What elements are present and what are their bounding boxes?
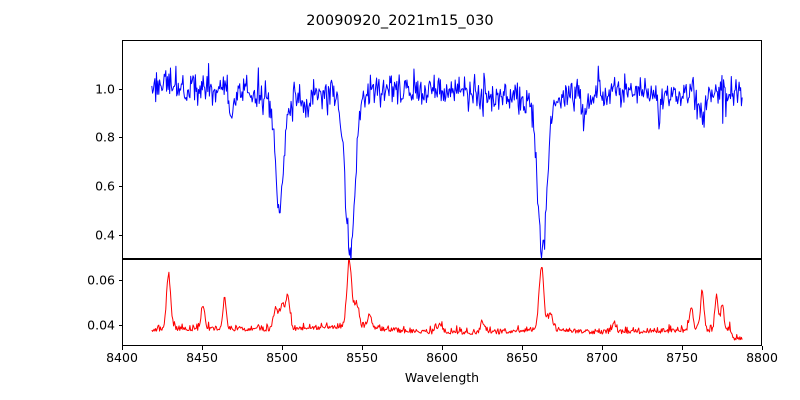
error-y-tick-mark (118, 279, 122, 281)
x-tick-label: 8600 (426, 350, 458, 365)
x-tick-label: 8450 (186, 350, 218, 365)
spectrum-y-tick-mark (118, 186, 122, 187)
x-tick-label: 8500 (266, 350, 298, 365)
x-tick-mark (282, 346, 283, 350)
spectrum-y-tick-mark (118, 234, 122, 236)
x-tick-mark (362, 346, 363, 350)
spectrum-line-series (151, 62, 743, 260)
spectrum-y-tick-label: 1.0 (95, 81, 115, 97)
page-title: 20090920_2021m15_030 (306, 13, 494, 29)
x-tick-label: 8700 (586, 350, 618, 365)
x-tick-label: 8550 (346, 350, 378, 365)
spectrum-y-tick-label: 0.4 (95, 227, 115, 243)
x-tick-mark (602, 346, 603, 350)
spectrum-y-tick-label: 0.8 (95, 129, 115, 145)
x-tick-label: 8400 (106, 350, 138, 365)
error-trace (151, 260, 743, 341)
spectrum-y-tick-mark (118, 137, 122, 139)
x-tick-label: 8800 (746, 350, 778, 365)
error-y-tick-mark (118, 325, 122, 327)
x-tick-mark (122, 346, 123, 350)
x-tick-mark (522, 346, 523, 350)
x-tick-mark (682, 346, 683, 350)
x-tick-mark (442, 346, 443, 350)
error-panel (122, 259, 762, 346)
error-y-tick-label: 0.04 (87, 317, 115, 333)
error-line-series (151, 260, 743, 341)
spectrum-trace (151, 62, 743, 260)
x-tick-mark (762, 346, 763, 350)
error-y-tick-label: 0.06 (87, 272, 115, 288)
spectrum-y-tick-mark (118, 88, 122, 90)
spectrum-panel (122, 40, 762, 260)
spectrum-y-tick-label: 0.6 (95, 178, 115, 194)
x-tick-label: 8750 (666, 350, 698, 365)
x-axis-label: Wavelength (404, 370, 480, 385)
x-tick-mark (202, 346, 203, 350)
x-tick-label: 8650 (506, 350, 538, 365)
